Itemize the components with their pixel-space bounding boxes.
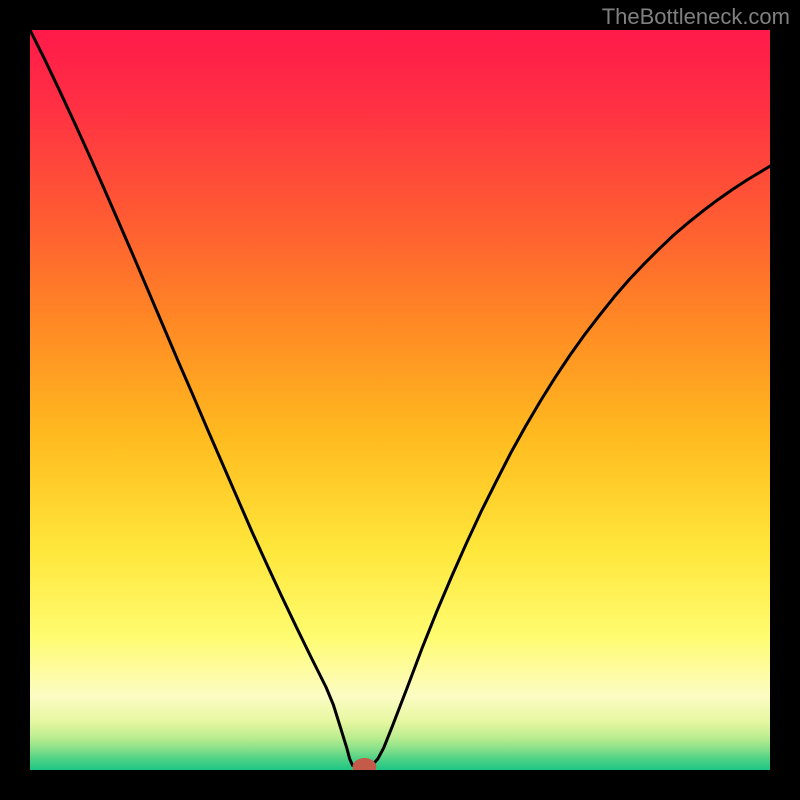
plot-area [30, 30, 770, 770]
chart-container: TheBottleneck.com [0, 0, 800, 800]
watermark-text: TheBottleneck.com [602, 4, 790, 30]
gradient-background [30, 30, 770, 770]
plot-svg [30, 30, 770, 770]
